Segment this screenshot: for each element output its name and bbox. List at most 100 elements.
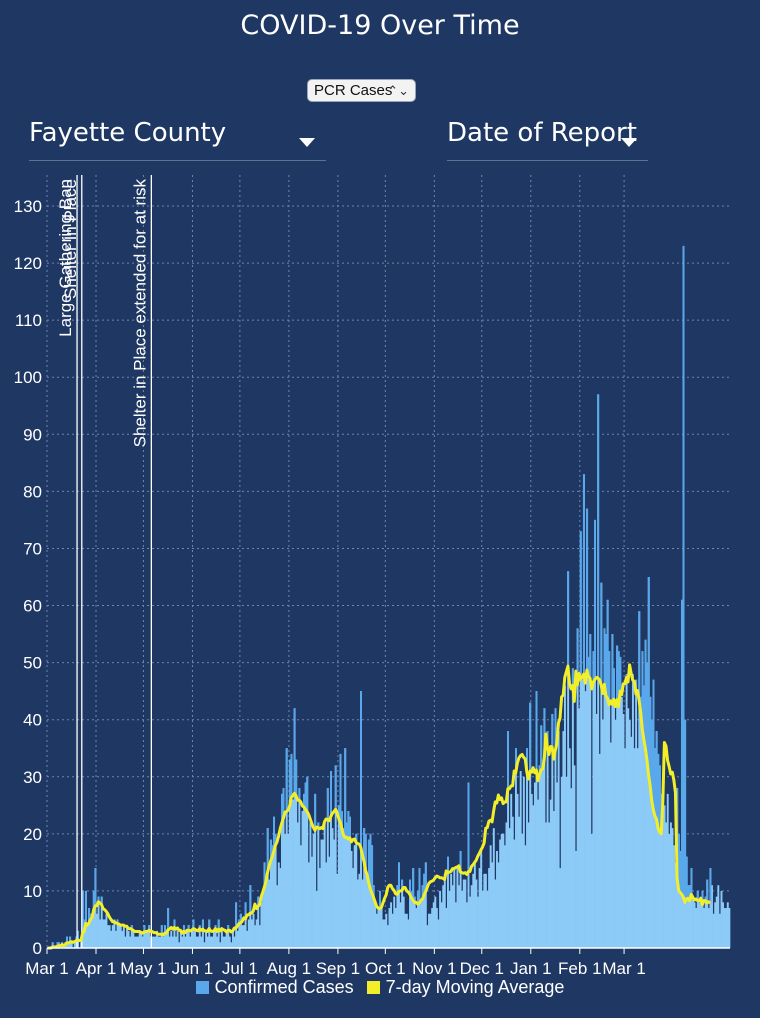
bar-peak (514, 748, 517, 773)
chevron-down-icon (299, 138, 315, 147)
bar (271, 845, 274, 948)
bar-peak (303, 793, 306, 808)
bar (631, 674, 634, 948)
county-dropdown-value: Fayette County (29, 118, 227, 148)
bar-peak (304, 782, 307, 810)
bar (511, 816, 514, 948)
y-tick-label: 110 (15, 311, 42, 330)
bar (606, 599, 609, 948)
legend-swatch (366, 981, 380, 994)
bar (589, 634, 592, 948)
bar (560, 776, 563, 948)
bar-peak (643, 685, 645, 740)
bar (148, 925, 151, 948)
bar (394, 908, 397, 948)
bar (448, 890, 451, 948)
bar-peak (446, 856, 449, 873)
bar (189, 936, 192, 948)
bar (195, 936, 198, 948)
y-tick-label: 50 (23, 654, 42, 673)
y-tick-label: 0 (33, 939, 42, 958)
bar-peak (56, 942, 59, 947)
bar-peak (652, 679, 655, 810)
bar-peak (551, 713, 554, 748)
bar (168, 936, 171, 948)
bar (666, 793, 669, 948)
x-tick-label: May 1 (120, 959, 166, 978)
bar (309, 822, 312, 948)
bar (348, 816, 351, 948)
bar (669, 822, 672, 948)
bar-peak (363, 828, 366, 862)
bar (205, 930, 208, 948)
grid-lines (46, 175, 730, 949)
bar (458, 885, 460, 948)
legend-item-confirmed[interactable]: Confirmed Cases (195, 977, 354, 998)
bar (692, 896, 694, 948)
bar (208, 919, 211, 948)
bar-peak (269, 839, 272, 861)
bar-peak (173, 919, 176, 928)
annotation-label: Shelter In Place (61, 179, 80, 299)
bar (435, 908, 438, 948)
legend-item-average[interactable]: 7-day Moving Average (366, 977, 564, 998)
bar (326, 788, 329, 948)
bar (311, 856, 313, 948)
legend-swatch (195, 981, 209, 994)
bar (230, 942, 233, 948)
bar-peak (526, 748, 528, 773)
bar (288, 759, 291, 948)
bar (726, 902, 729, 948)
bar (526, 748, 528, 948)
metric-select[interactable]: PCR Cases ⌃⌄ (307, 79, 416, 102)
county-dropdown[interactable]: Fayette County (29, 118, 326, 161)
bar (298, 788, 301, 948)
bar (126, 925, 128, 948)
metric-select-value: PCR Cases (314, 82, 393, 99)
date-dropdown[interactable]: Date of Report (447, 118, 648, 161)
bar (163, 925, 166, 948)
bar (86, 925, 89, 948)
bar-peak (554, 708, 557, 751)
bar (337, 805, 340, 948)
bar-peak (688, 885, 691, 901)
bar (222, 936, 225, 948)
bar-peak (288, 759, 291, 806)
y-tick-label: 100 (14, 368, 42, 387)
bar (722, 902, 725, 948)
bar (465, 902, 468, 948)
y-tick-label: 40 (23, 711, 42, 730)
bar (110, 930, 113, 948)
bar-peak (337, 805, 340, 819)
bar-peak (684, 719, 687, 903)
bar (541, 759, 544, 948)
bar-peak (345, 822, 348, 838)
bar (456, 868, 459, 948)
bar-peak (696, 890, 699, 901)
bar (505, 822, 508, 948)
bar (317, 822, 320, 948)
bar (649, 696, 652, 948)
bar (299, 845, 302, 948)
bar (519, 771, 522, 948)
bar (175, 936, 177, 948)
bar-peak (217, 919, 220, 930)
bar-peak (603, 628, 606, 685)
bar (693, 902, 696, 948)
bar-peak (274, 833, 277, 846)
bar (533, 782, 536, 948)
bar (478, 868, 481, 948)
bar-peak (379, 890, 381, 909)
bar-peak (89, 913, 92, 920)
bar (292, 799, 294, 948)
bar-peak (285, 748, 288, 812)
bar (105, 913, 108, 948)
bar-peak (58, 942, 60, 946)
bar (635, 679, 638, 948)
bar-peak (646, 662, 649, 761)
bar (186, 930, 189, 948)
bar (331, 828, 334, 948)
bar (184, 936, 187, 948)
bar (530, 793, 533, 948)
